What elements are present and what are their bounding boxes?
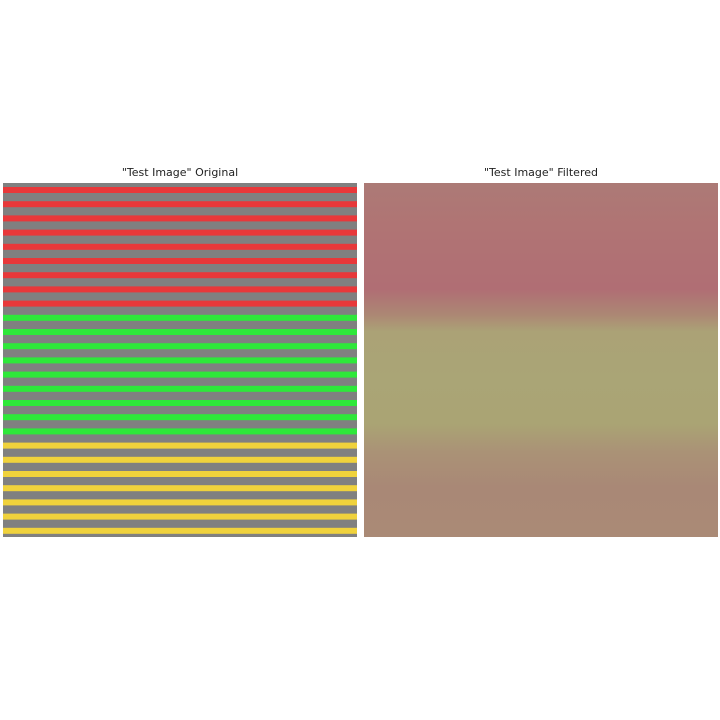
red-stripe (3, 187, 357, 193)
red-stripe (3, 300, 357, 307)
red-stripe (3, 272, 357, 279)
green-stripe (3, 357, 357, 364)
red-stripe (3, 215, 357, 222)
green-stripe (3, 414, 357, 421)
filtered-image-fill (364, 183, 718, 537)
red-stripe (3, 286, 357, 293)
red-stripe (3, 229, 357, 236)
yellow-stripe (3, 499, 357, 506)
yellow-stripe (3, 456, 357, 463)
stripe-group (3, 187, 357, 534)
filtered-image-title: "Test Image" Filtered (484, 166, 598, 179)
red-stripe (3, 201, 357, 208)
filtered-image-panel: "Test Image" Filtered (364, 166, 718, 537)
green-stripe (3, 343, 357, 350)
yellow-stripe (3, 442, 357, 449)
yellow-stripe (3, 527, 357, 534)
red-stripe (3, 258, 357, 264)
green-stripe (3, 371, 357, 378)
filtered-blurred-image (364, 183, 718, 537)
original-stripe-image (3, 183, 357, 537)
original-image-panel: "Test Image" Original (3, 166, 357, 537)
original-image-title: "Test Image" Original (121, 166, 239, 179)
green-stripe (3, 428, 357, 435)
red-stripe (3, 243, 357, 250)
green-stripe (3, 400, 357, 406)
green-stripe (3, 314, 357, 321)
yellow-stripe (3, 485, 357, 492)
yellow-stripe (3, 471, 357, 477)
green-stripe (3, 329, 357, 335)
yellow-stripe (3, 513, 357, 520)
green-stripe (3, 385, 357, 392)
